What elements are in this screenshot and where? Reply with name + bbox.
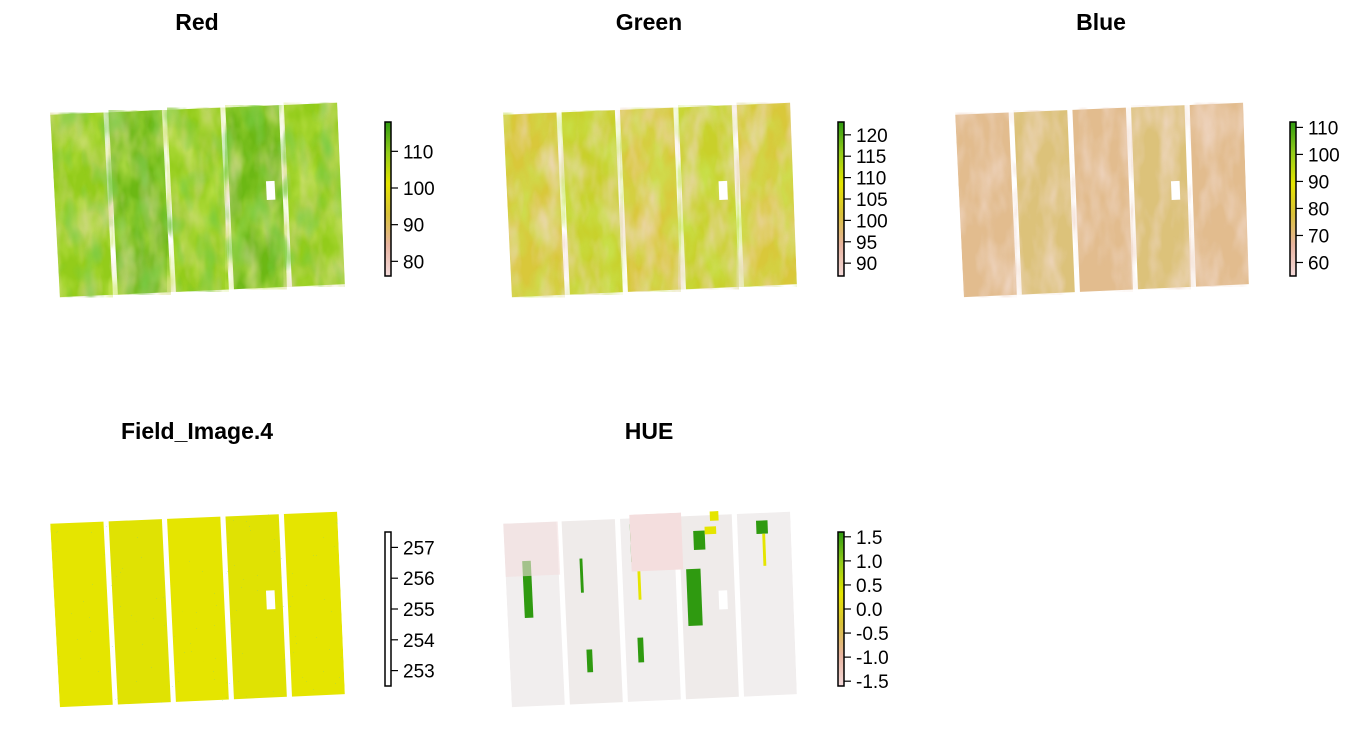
raster-panel-3: Blue 110 100 90 80 70 60 xyxy=(955,9,1340,298)
legend-tick-label: 100 xyxy=(403,179,435,200)
legend-tick-label: 100 xyxy=(1308,145,1340,166)
legend-tick-label: 110 xyxy=(403,142,433,163)
legend-tick-label: 70 xyxy=(1308,226,1329,247)
panel-title: Field_Image.4 xyxy=(121,418,273,444)
legend-tick-label: 255 xyxy=(403,600,435,621)
legend-tick-label: 95 xyxy=(856,233,877,254)
hue-feature xyxy=(709,511,719,521)
panel-title: HUE xyxy=(625,418,674,444)
color-legend-bar xyxy=(837,121,845,277)
legend-tick-label: 254 xyxy=(403,631,435,652)
field-plot-strip xyxy=(678,514,739,700)
raster-panel-1: Red 110 100 90 80 xyxy=(50,9,435,298)
hue-feature xyxy=(686,568,703,627)
color-legend-bar xyxy=(384,121,392,277)
field-plot-strip xyxy=(736,511,797,697)
color-legend-bar xyxy=(837,531,845,687)
legend-tick-label: 105 xyxy=(856,190,888,211)
legend-tick-label: 100 xyxy=(856,211,888,232)
hue-feature xyxy=(637,637,645,663)
raster-panel-4: Field_Image.4 257 256 255 254 253 xyxy=(50,418,435,708)
legend-tick-label: 115 xyxy=(856,147,886,168)
legend-tick-label: -0.5 xyxy=(856,624,889,645)
legend-tick-label: -1.5 xyxy=(856,672,889,693)
color-legend-bar xyxy=(1289,121,1297,277)
legend-tick-label: -1.0 xyxy=(856,648,889,669)
raster-panel-5: HUE 1.5 1.0 0.5 0.0 -0.5 -1.0 -1.5 xyxy=(503,418,889,708)
missing-data-gap xyxy=(1170,180,1181,201)
hue-feature xyxy=(762,533,767,566)
legend-tick-label: 1.0 xyxy=(856,552,882,573)
legend-tick-label: 80 xyxy=(1308,199,1329,220)
legend-tick-label: 110 xyxy=(1308,118,1338,139)
missing-data-gap xyxy=(718,180,728,201)
legend-tick-label: 0.5 xyxy=(856,576,882,597)
legend-tick-label: 90 xyxy=(1308,172,1329,193)
legend-tick-label: 256 xyxy=(403,569,435,590)
legend-tick-label: 1.5 xyxy=(856,528,882,549)
hue-feature xyxy=(693,530,706,550)
field-plot-strip xyxy=(561,519,623,705)
panel-title: Green xyxy=(616,9,682,35)
legend-tick-label: 80 xyxy=(403,252,424,273)
panel-title: Red xyxy=(175,9,218,35)
hue-feature xyxy=(579,558,584,593)
legend-tick-label: 90 xyxy=(403,216,424,237)
panel-title: Blue xyxy=(1076,9,1126,35)
field-raster-image xyxy=(503,511,797,708)
legend-tick-label: 0.0 xyxy=(856,600,882,621)
legend-tick-label: 120 xyxy=(856,126,888,147)
field-raster-image xyxy=(955,102,1249,298)
hue-feature xyxy=(704,526,717,535)
hue-feature xyxy=(586,649,594,673)
field-raster-image xyxy=(50,511,345,708)
missing-data-gap xyxy=(265,180,276,201)
field-raster-image xyxy=(503,102,797,298)
hue-feature xyxy=(629,512,684,572)
legend-tick-label: 110 xyxy=(856,169,886,190)
legend-tick-label: 253 xyxy=(403,662,435,683)
missing-data-gap xyxy=(718,590,728,610)
hue-feature xyxy=(755,520,768,535)
color-legend-bar xyxy=(384,531,392,687)
missing-data-gap xyxy=(265,590,276,610)
legend-tick-label: 90 xyxy=(856,254,877,275)
legend-tick-label: 257 xyxy=(403,538,435,559)
legend-tick-label: 60 xyxy=(1308,253,1329,274)
field-raster-image xyxy=(50,102,345,298)
